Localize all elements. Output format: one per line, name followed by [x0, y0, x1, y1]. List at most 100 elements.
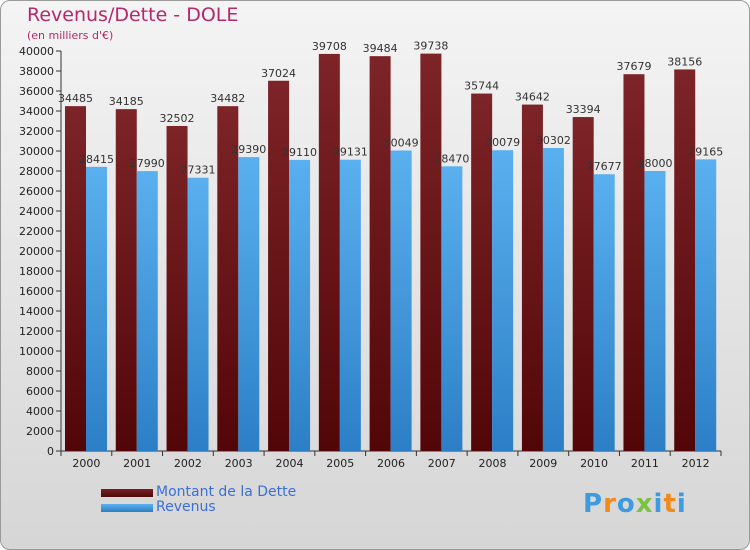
- bar-revenue: [542, 147, 564, 452]
- bar-revenue: [339, 159, 361, 451]
- data-label-revenue: 29110: [282, 146, 317, 159]
- data-label-revenue: 29390: [231, 143, 266, 156]
- data-label-revenue: 28470: [434, 152, 469, 165]
- bar-debt: [318, 53, 340, 452]
- data-label-revenue: 27677: [587, 160, 622, 173]
- data-label-revenue: 27331: [181, 164, 216, 177]
- data-label-debt: 34642: [515, 91, 550, 104]
- bar-revenue: [644, 171, 666, 451]
- x-tick-label: 2012: [682, 457, 710, 470]
- y-tick-label: 4000: [26, 405, 54, 418]
- y-tick-label: 22000: [19, 225, 54, 238]
- bar-debt: [268, 80, 290, 451]
- bar-revenue: [136, 171, 158, 451]
- data-label-revenue: 29165: [688, 145, 723, 158]
- data-label-revenue: 30302: [536, 134, 571, 147]
- data-label-debt: 34482: [210, 92, 245, 105]
- x-tick-label: 2000: [72, 457, 100, 470]
- data-label-revenue: 28000: [637, 157, 672, 170]
- x-tick-label: 2009: [529, 457, 557, 470]
- chart-subtitle: (en milliers d'€): [27, 29, 114, 42]
- bar-revenue: [695, 159, 717, 451]
- logo-letter: i: [653, 489, 664, 519]
- chart-title: Revenus/Dette - DOLE: [27, 4, 239, 26]
- y-tick-label: 18000: [19, 265, 54, 278]
- bar-debt: [623, 74, 645, 452]
- legend-label-revenue: Revenus: [156, 499, 216, 515]
- bar-revenue: [86, 166, 107, 451]
- y-tick-label: 2000: [26, 425, 54, 438]
- y-tick-label: 14000: [19, 305, 54, 318]
- y-tick-label: 32000: [19, 125, 54, 138]
- logo-letter: o: [616, 489, 636, 519]
- data-label-debt: 38156: [667, 55, 702, 68]
- x-tick-label: 2010: [580, 457, 608, 470]
- x-tick-label: 2007: [428, 457, 456, 470]
- bar-debt: [471, 93, 493, 451]
- data-label-debt: 33394: [566, 103, 601, 116]
- bar-revenue: [441, 166, 463, 452]
- bar-revenue: [593, 174, 615, 452]
- x-tick-label: 2006: [377, 457, 405, 470]
- data-label-debt: 39484: [363, 42, 398, 55]
- y-tick-label: 40000: [19, 45, 54, 58]
- y-tick-label: 38000: [19, 65, 54, 78]
- data-label-debt: 32502: [160, 112, 195, 125]
- x-tick-label: 2004: [275, 457, 303, 470]
- y-tick-label: 8000: [26, 365, 54, 378]
- data-label-revenue: 27990: [130, 157, 165, 170]
- y-tick-label: 0: [47, 445, 54, 458]
- bar-revenue: [289, 159, 311, 451]
- data-label-revenue: 28415: [79, 153, 114, 166]
- data-label-debt: 34185: [109, 95, 144, 108]
- y-tick-label: 12000: [19, 325, 54, 338]
- bar-revenue: [238, 157, 260, 451]
- y-tick-label: 36000: [19, 85, 54, 98]
- y-tick-label: 6000: [26, 385, 54, 398]
- data-label-debt: 35744: [464, 80, 499, 93]
- bar-revenue: [187, 177, 209, 451]
- x-tick-label: 2011: [631, 457, 659, 470]
- y-tick-label: 26000: [19, 185, 54, 198]
- y-tick-label: 20000: [19, 245, 54, 258]
- legend-swatch-debt: [101, 489, 153, 497]
- data-label-debt: 39738: [413, 40, 448, 53]
- logo-letter: x: [635, 489, 654, 519]
- data-label-debt: 34485: [58, 92, 93, 105]
- bar-debt: [420, 53, 442, 452]
- bar-debt: [166, 125, 188, 451]
- y-tick-label: 16000: [19, 285, 54, 298]
- data-label-revenue: 30079: [485, 136, 520, 149]
- x-tick-label: 2008: [479, 457, 507, 470]
- bar-debt: [521, 104, 543, 451]
- bar-revenue: [492, 150, 514, 451]
- data-label-revenue: 30049: [384, 137, 419, 150]
- x-tick-label: 2003: [225, 457, 253, 470]
- data-label-debt: 39708: [312, 40, 347, 53]
- data-label-debt: 37024: [261, 67, 296, 80]
- bar-debt: [115, 109, 137, 452]
- legend-label-debt: Montant de la Dette: [156, 484, 297, 500]
- bar-debt: [572, 117, 594, 451]
- y-tick-label: 34000: [19, 105, 54, 118]
- x-tick-label: 2005: [326, 457, 354, 470]
- x-tick-label: 2002: [174, 457, 202, 470]
- bar-revenue: [390, 150, 412, 451]
- y-tick-label: 10000: [19, 345, 54, 358]
- y-tick-label: 28000: [19, 165, 54, 178]
- data-label-debt: 37679: [616, 60, 651, 73]
- y-tick-label: 24000: [19, 205, 54, 218]
- legend-swatch-revenue: [101, 504, 153, 512]
- logo-letter: t: [663, 489, 677, 519]
- logo-letter: r: [603, 489, 617, 519]
- y-tick-label: 30000: [19, 145, 54, 158]
- bar-debt: [65, 106, 86, 452]
- x-tick-label: 2001: [123, 457, 151, 470]
- bar-debt: [674, 69, 696, 451]
- logo-letter: i: [676, 489, 687, 519]
- logo-letter: P: [583, 489, 604, 519]
- data-label-revenue: 29131: [333, 146, 368, 159]
- bar-debt: [217, 106, 239, 452]
